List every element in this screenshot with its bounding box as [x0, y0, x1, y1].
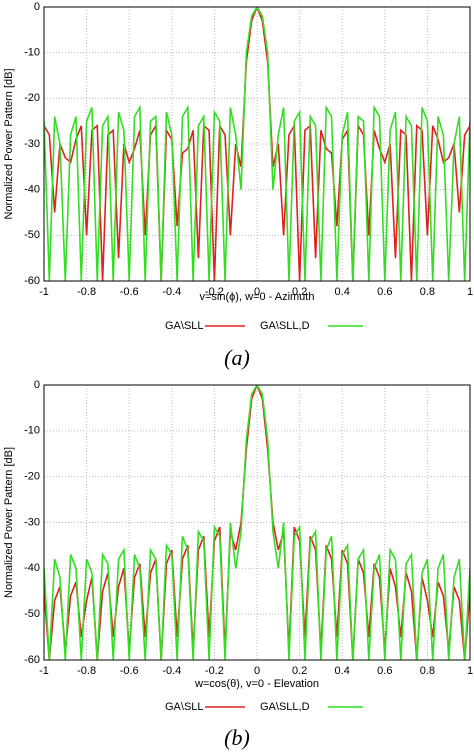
y-tick-label: -30: [24, 138, 40, 150]
y-tick-label: -40: [24, 184, 40, 196]
x-tick-label: -0.6: [120, 286, 139, 298]
y-tick-label: -40: [24, 562, 40, 574]
plot-frame: [43, 6, 471, 282]
x-tick-label: 1: [467, 286, 473, 298]
x-tick-label: 0.8: [420, 665, 435, 677]
x-tick-label: 1: [467, 665, 473, 677]
x-tick-label: 0.8: [420, 286, 435, 298]
x-tick-label: -0.8: [77, 665, 96, 677]
x-tick-label: 0.6: [377, 286, 392, 298]
series-line: [44, 7, 470, 281]
x-tick-label: -0.8: [77, 286, 96, 298]
x-tick-label: -1: [39, 665, 49, 677]
x-tick-label: 0.2: [292, 665, 307, 677]
y-tick-label: -50: [24, 229, 40, 241]
x-tick-label: -1: [39, 286, 49, 298]
legend-label: GA\SLL,D: [260, 701, 310, 713]
legend-label: GA\SLL: [165, 701, 204, 713]
x-tick-label: -0.4: [162, 286, 181, 298]
y-axis-label: Normalized Power Pattern [dB]: [3, 68, 15, 219]
x-axis-label: v=sin(ϕ), w=0 - Azimuth: [200, 291, 315, 303]
x-tick-label: 0.6: [377, 665, 392, 677]
y-tick-label: -10: [24, 425, 40, 437]
x-tick-label: -0.2: [205, 286, 224, 298]
x-tick-label: 0.4: [335, 286, 350, 298]
x-tick-label: 0: [254, 665, 260, 677]
y-tick-label: -30: [24, 516, 40, 528]
legend-label: GA\SLL: [165, 320, 204, 332]
legend-label: GA\SLL,D: [260, 320, 310, 332]
y-axis-label: Normalized Power Pattern [dB]: [3, 447, 15, 598]
x-tick-label: 0.2: [292, 286, 307, 298]
x-tick-label: 0.4: [335, 665, 350, 677]
y-tick-label: 0: [34, 1, 40, 13]
y-tick-label: 0: [34, 379, 40, 391]
series-line: [44, 7, 470, 281]
y-tick-label: -20: [24, 92, 40, 104]
y-tick-label: -50: [24, 608, 40, 620]
x-tick-label: -0.4: [162, 665, 181, 677]
x-tick-label: -0.2: [205, 665, 224, 677]
y-tick-label: -60: [24, 275, 40, 287]
series-line: [44, 385, 470, 660]
plot-frame: [43, 384, 471, 661]
y-tick-label: -20: [24, 471, 40, 483]
x-tick-label: -0.6: [120, 665, 139, 677]
caption: (b): [224, 725, 250, 750]
y-tick-label: -60: [24, 654, 40, 666]
x-axis-label: w=cos(θ), v=0 - Elevation: [194, 678, 319, 690]
x-tick-label: 0: [254, 286, 260, 298]
caption: (a): [224, 345, 250, 370]
y-tick-label: -10: [24, 47, 40, 59]
